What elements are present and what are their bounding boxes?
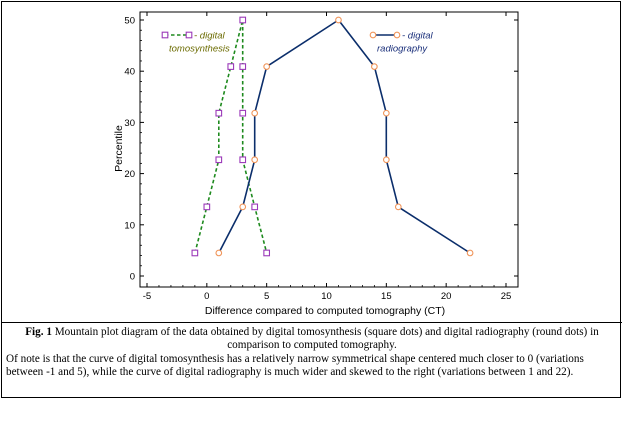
x-tick-label: 0 (204, 291, 209, 302)
legend-text-radiography: - digital (402, 31, 434, 42)
mountain-plot: 0 10 20 30 40 50 -5 0 5 10 15 20 25 Difference compar… (113, 11, 519, 317)
data-point-square (239, 16, 247, 24)
data-point-square (239, 63, 247, 70)
x-tick-label: -5 (143, 291, 151, 302)
caption-text-1: Mountain plot diagram of the data obtain… (51, 326, 599, 352)
data-point-circle (335, 16, 342, 24)
y-tick-label: 0 (130, 272, 135, 283)
caption-line-1: Fig. 1 Mountain plot diagram of the data… (6, 326, 618, 353)
data-point-square (239, 109, 247, 117)
x-tick-label: 25 (501, 291, 512, 302)
plot-frame (139, 11, 519, 288)
data-point-circle (382, 156, 390, 164)
y-tick-label: 50 (124, 16, 135, 27)
data-point-square (191, 249, 199, 257)
data-point-square (251, 203, 259, 211)
data-point-square (227, 63, 235, 70)
legend-marker-radiography (393, 31, 401, 39)
y-tick-label: 10 (124, 220, 135, 231)
data-point-circle (382, 109, 390, 117)
x-tick-label: 5 (264, 291, 269, 302)
series-line-radiography (218, 19, 471, 254)
y-axis-label: Percentile (113, 125, 125, 172)
data-point-square (239, 156, 247, 164)
y-tick-label: 20 (124, 169, 135, 180)
caption-line-2: Of note is that the curve of digital tom… (6, 352, 584, 379)
y-tick-label: 30 (124, 118, 135, 129)
data-point-circle (466, 249, 474, 257)
x-axis-label: Difference compared to computed tomograp… (205, 305, 445, 317)
data-point-circle (239, 203, 247, 211)
x-tick-label: 20 (441, 291, 452, 302)
legend-marker-tomosynthesis (185, 31, 193, 39)
y-tick-label: 40 (124, 67, 135, 78)
legend-text-tomosynthesis: - digital (194, 31, 226, 42)
caption-label: Fig. 1 (25, 326, 52, 338)
figure-caption: Fig. 1 Mountain plot diagram of the data… (2, 322, 622, 399)
data-point-square (203, 203, 211, 211)
x-tick-label: 10 (321, 291, 332, 302)
data-point-circle (263, 63, 271, 70)
data-point-circle (251, 109, 259, 117)
data-point-circle (371, 63, 378, 70)
legend-text-radiography: radiography (377, 44, 428, 55)
series-line-tomosynthesis (194, 19, 268, 254)
data-point-circle (251, 156, 259, 164)
legend-marker-tomosynthesis (161, 31, 169, 39)
data-point-square (215, 109, 223, 117)
x-tick-label: 15 (381, 291, 392, 302)
chart-area: 0 10 20 30 40 50 -5 0 5 10 15 20 25 Difference compar… (2, 2, 622, 320)
legend-text-tomosynthesis: tomosynthesis (169, 44, 230, 55)
data-point-circle (215, 249, 223, 257)
figure-frame: 0 10 20 30 40 50 -5 0 5 10 15 20 25 Difference compar… (1, 1, 622, 399)
legend-marker-radiography (369, 31, 377, 39)
data-point-circle (394, 203, 402, 211)
data-point-square (215, 156, 223, 164)
data-point-square (263, 249, 271, 257)
